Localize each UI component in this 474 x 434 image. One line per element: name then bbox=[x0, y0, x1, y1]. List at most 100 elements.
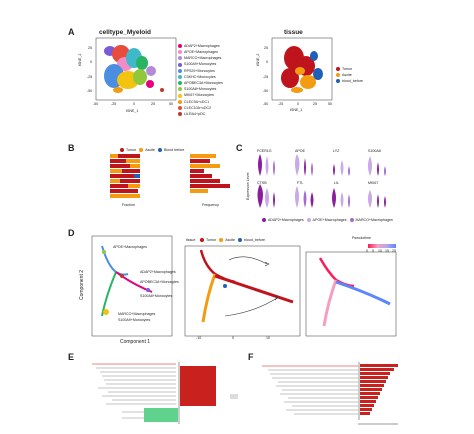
panel-d-left-trajectory bbox=[91, 235, 173, 337]
panel-f-bars bbox=[360, 364, 398, 415]
panel-a-right-ytick-2: -25 bbox=[263, 75, 269, 79]
panel-label-f: F bbox=[248, 352, 254, 362]
panel-label-a: A bbox=[68, 27, 75, 37]
panel-d-mid-legend: Tumor Ascite blood_before bbox=[200, 237, 265, 243]
panel-a-right-xtick-2: 0 bbox=[297, 102, 299, 106]
panel-e-bar-chart bbox=[92, 362, 238, 424]
legend-label: Tumor bbox=[206, 237, 217, 242]
legend-item: Ascite bbox=[139, 147, 155, 153]
panel-b-xlabel: Fraction bbox=[122, 203, 135, 207]
panel-a-left-xtick-2: 0 bbox=[133, 102, 135, 106]
legend-item: LILRA4+pDC bbox=[178, 111, 223, 117]
panel-d-right-legend-title: Pseudotime bbox=[352, 236, 371, 240]
legend-item: S100A9+Monocytes bbox=[178, 62, 223, 68]
legend-label: APOBEC3A+Monocytes bbox=[184, 81, 223, 86]
legend-item: MARCO+Macrophages bbox=[178, 55, 223, 61]
panel-a-right-xtick-3: 25 bbox=[313, 102, 317, 106]
panel-a-left-ytick-0: 25 bbox=[88, 46, 92, 50]
panel-c-legend: ADAP2+Macrophages APOE+Macrophages MARCO… bbox=[262, 217, 393, 223]
panel-a-right-ytick-3: -50 bbox=[263, 89, 269, 93]
panel-d-right-trajectory bbox=[305, 251, 397, 337]
panel-d-left-label-5: S100A9+Monocytes bbox=[118, 318, 151, 322]
legend-label: MKI67+Monocytes bbox=[184, 93, 214, 98]
legend-label: Ascite bbox=[145, 147, 156, 152]
panel-d-left-label-1: ADAP2+Macrophages bbox=[140, 270, 176, 274]
panel-a-left-xtick-1: -25 bbox=[111, 102, 117, 106]
panel-a-left-tsne-plot bbox=[95, 37, 177, 101]
panel-a-right-xlabel: tSNE_1 bbox=[290, 108, 303, 112]
legend-item: MARCO+Macrophages bbox=[349, 217, 393, 223]
legend-item: Blood before bbox=[158, 147, 184, 153]
pseudotime-tick: 10 bbox=[378, 249, 382, 253]
pseudotime-tick: 0 bbox=[366, 249, 368, 253]
violin-gene-label: LIL bbox=[334, 181, 339, 185]
legend-item: Ascite bbox=[219, 237, 235, 243]
legend-swatch bbox=[306, 218, 311, 223]
panel-a-left-ytick-1: 0 bbox=[90, 60, 92, 64]
panel-a-right-title: tissue bbox=[284, 29, 303, 36]
legend-swatch bbox=[200, 238, 204, 243]
panel-a-right-xtick-0: -50 bbox=[263, 102, 269, 106]
panel-d-left-label-4: MARCO+Macrophages bbox=[118, 312, 156, 316]
violin-gene-label: S100A8 bbox=[368, 149, 381, 153]
panel-a-left-xtick-3: 25 bbox=[151, 102, 155, 106]
legend-item: S100A8+Monocytes bbox=[178, 86, 223, 92]
panel-a-left-xtick-4: 50 bbox=[169, 102, 173, 106]
panel-d-mid-legend-title: tissue bbox=[186, 238, 196, 242]
legend-item: CLEC10A+cDC2 bbox=[178, 105, 223, 111]
panel-d-left-label-3: S100A8+Monocytes bbox=[140, 294, 173, 298]
panel-d-xlabel: Component 1 bbox=[120, 339, 151, 345]
legend-label: Tumor bbox=[126, 147, 137, 152]
legend-swatch bbox=[178, 87, 182, 92]
legend-swatch bbox=[178, 44, 182, 49]
legend-swatch bbox=[178, 75, 182, 80]
legend-swatch bbox=[178, 50, 182, 55]
pseudotime-tick: 15 bbox=[385, 249, 389, 253]
legend-swatch bbox=[139, 148, 144, 153]
legend-swatch bbox=[178, 93, 182, 98]
legend-swatch bbox=[336, 79, 340, 84]
legend-item: RPS29+Monocytes bbox=[178, 68, 223, 74]
panel-a-right-ytick-1: 0 bbox=[266, 60, 268, 64]
panel-a-left-ylabel: tSNE_2 bbox=[78, 53, 82, 66]
legend-label: blood_before bbox=[244, 237, 266, 242]
legend-swatch bbox=[178, 81, 182, 86]
legend-label: CLEC10A+cDC2 bbox=[184, 105, 212, 110]
panel-f-bar-chart bbox=[262, 362, 398, 425]
panel-b-right-bars bbox=[190, 154, 230, 193]
tsne-left-clusters bbox=[104, 45, 164, 93]
legend-swatch bbox=[238, 238, 243, 243]
legend-item: Tumor bbox=[336, 66, 363, 72]
pseudotime-tick: 5 bbox=[372, 249, 374, 253]
violin-row-1 bbox=[258, 154, 386, 176]
panel-a-left-ytick-3: -50 bbox=[87, 89, 93, 93]
pseudotime-tick: 20 bbox=[392, 249, 396, 253]
pseudotime-gradient-bar bbox=[368, 244, 396, 248]
violin-gene-label: CTSB bbox=[257, 181, 267, 185]
legend-label: Blood before bbox=[164, 147, 185, 152]
legend-swatch bbox=[178, 99, 182, 104]
panel-label-b: B bbox=[68, 143, 75, 153]
panel-a-right-ytick-0: 25 bbox=[264, 46, 268, 50]
legend-item: ADAP2+Macrophages bbox=[262, 217, 304, 223]
panel-a-right-xtick-4: 50 bbox=[328, 102, 332, 106]
legend-label: ADAP2+Macrophages bbox=[268, 217, 304, 222]
legend-item: APOE+Macrophages bbox=[306, 217, 347, 223]
panel-label-d: D bbox=[68, 228, 75, 238]
panel-d-left-label-0: APOE+Macrophages bbox=[113, 245, 147, 249]
legend-swatch bbox=[336, 73, 340, 78]
legend-swatch bbox=[178, 56, 182, 61]
legend-label: MARCO+Macrophages bbox=[184, 56, 222, 61]
legend-label: APOE+Macrophages bbox=[184, 50, 218, 55]
legend-item: blood_before bbox=[238, 237, 265, 243]
panel-b-xlabel-2: Frequency bbox=[202, 203, 219, 207]
legend-item: MKI67+Monocytes bbox=[178, 93, 223, 99]
panel-a-left-xlabel: tSNE_1 bbox=[126, 109, 139, 113]
legend-item: CLEC9A+cDC1 bbox=[178, 99, 223, 105]
legend-label: MARCO+Macrophages bbox=[355, 217, 393, 222]
panel-a-left-legend: ADAP2+Macrophages APOE+Macrophages MARCO… bbox=[178, 43, 223, 117]
legend-swatch bbox=[178, 112, 182, 117]
legend-item: Ascite bbox=[336, 72, 363, 78]
panel-b-left-bars bbox=[110, 154, 140, 198]
panel-d-mid-xtick-2: 10 bbox=[266, 336, 270, 340]
